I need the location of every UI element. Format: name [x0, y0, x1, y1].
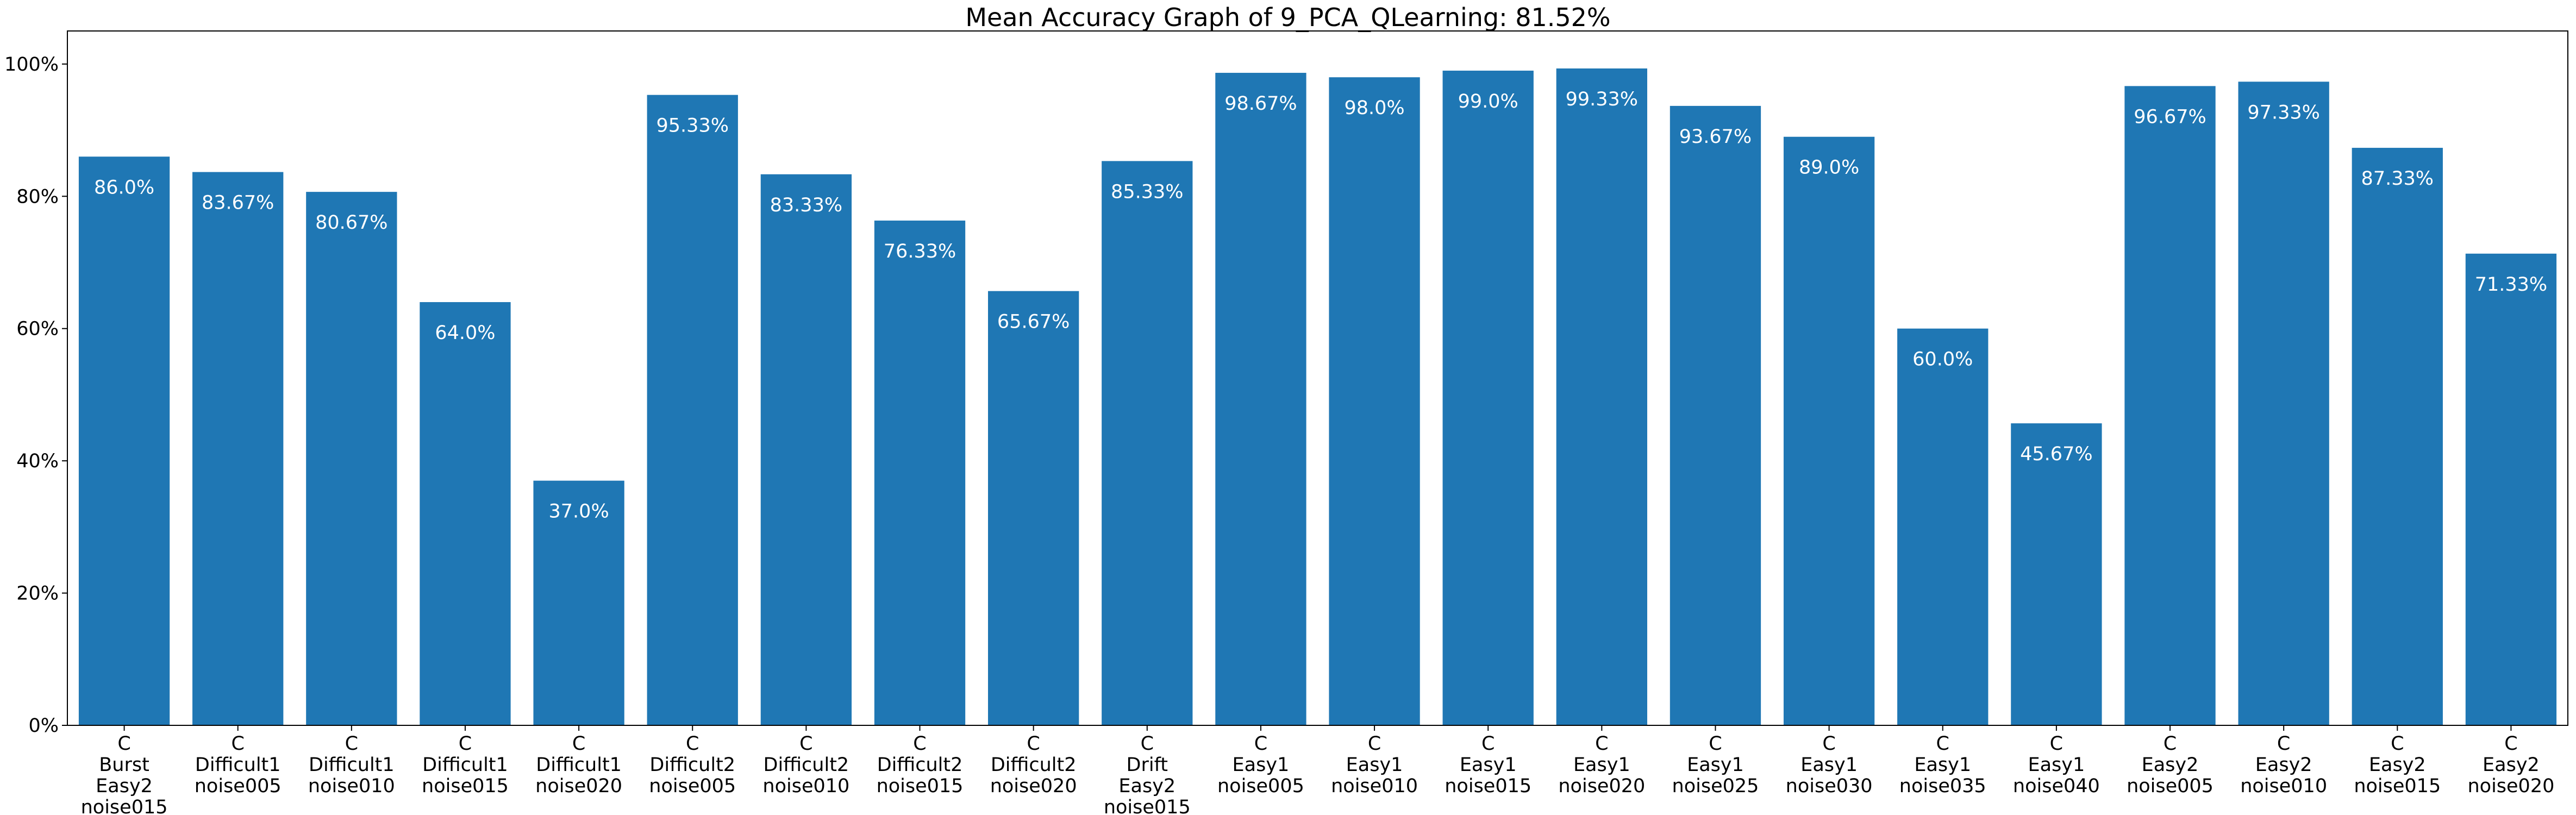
- data-label: 64.0%: [435, 322, 495, 344]
- x-tick-label: C Burst Easy2 noise015: [81, 733, 168, 815]
- bar: [2124, 86, 2216, 726]
- x-tick-label: C Difficult1 noise005: [195, 733, 282, 797]
- data-labels-group: 86.0% 83.67% 80.67% 64.0% 37.0% 95.33% 83.33% 7…: [94, 89, 2547, 523]
- data-label: 80.67%: [315, 212, 387, 234]
- x-tick-label: C Easy1 noise010: [1331, 733, 1418, 797]
- data-label: 45.67%: [2020, 443, 2092, 465]
- x-tick-label: C Easy2 noise005: [2127, 733, 2214, 797]
- bar: [2011, 423, 2102, 725]
- y-axis: 0% 20% 40% 60% 80% 100%: [4, 54, 67, 737]
- bar: [988, 291, 1079, 725]
- bar: [1556, 68, 1647, 726]
- data-label: 97.33%: [2247, 102, 2319, 123]
- x-tick-label: C Difficult2 noise020: [990, 733, 1077, 797]
- x-tick-label: C Difficult1 noise010: [308, 733, 395, 797]
- data-label: 93.67%: [1679, 126, 1752, 148]
- bar: [1670, 105, 1761, 725]
- x-tick-label: C Difficult1 noise015: [422, 733, 509, 797]
- x-tick-label: C Easy1 noise020: [1558, 733, 1645, 797]
- data-label: 65.67%: [997, 311, 1070, 333]
- x-tick-label: C Drift Easy2 noise015: [1104, 733, 1191, 815]
- data-label: 99.0%: [1458, 91, 1518, 112]
- plot-frame: [67, 30, 2568, 726]
- data-label: 71.33%: [2475, 274, 2547, 296]
- bar: [1783, 136, 1875, 725]
- y-tick-label: 60%: [16, 318, 59, 340]
- y-tick-label: 100%: [4, 54, 59, 76]
- data-label: 85.33%: [1111, 181, 1183, 203]
- data-label: 76.33%: [884, 241, 956, 262]
- data-label: 60.0%: [1912, 349, 1973, 371]
- bar: [2238, 82, 2329, 725]
- bar: [1102, 161, 1193, 725]
- x-tick-label: C Difficult1 noise020: [535, 733, 622, 797]
- data-label: 99.33%: [1566, 89, 1638, 110]
- x-tick-label: C Easy2 noise020: [2467, 733, 2554, 797]
- x-tick-label: C Easy1 noise040: [2013, 733, 2100, 797]
- x-tick-label: C Difficult2 noise015: [877, 733, 964, 797]
- x-tick-label: C Easy1 noise015: [1445, 733, 1531, 797]
- bars-group: [78, 68, 2557, 726]
- x-tick-label: C Easy1 noise025: [1672, 733, 1759, 797]
- bar: [647, 95, 738, 725]
- data-label: 37.0%: [549, 501, 609, 523]
- bar: [874, 220, 966, 726]
- bar: [2465, 253, 2557, 725]
- y-tick-label: 40%: [16, 450, 59, 472]
- bar: [1442, 71, 1534, 725]
- data-label: 95.33%: [656, 115, 729, 137]
- x-tick-label: C Easy2 noise015: [2354, 733, 2441, 797]
- data-label: 89.0%: [1799, 157, 1859, 179]
- x-axis: C Burst Easy2 noise015 C Difficult1 noise005 C D…: [81, 725, 2554, 815]
- x-tick-label: C Easy1 noise005: [1217, 733, 1304, 797]
- x-tick-label: C Difficult2 noise005: [649, 733, 736, 797]
- bar: [420, 302, 511, 725]
- data-label: 98.0%: [1344, 97, 1404, 119]
- bar: [2352, 148, 2443, 726]
- bar: [192, 172, 284, 725]
- bar: [1329, 77, 1420, 726]
- bar: [78, 156, 170, 726]
- data-label: 83.33%: [770, 195, 842, 216]
- y-tick-label: 80%: [16, 186, 59, 208]
- data-label: 86.0%: [94, 177, 154, 198]
- chart-title: Mean Accuracy Graph of 9_PCA_QLearning: …: [965, 3, 1610, 32]
- bar: [533, 480, 624, 725]
- bar: [1215, 73, 1306, 725]
- data-label: 83.67%: [202, 192, 274, 214]
- data-label: 98.67%: [1224, 93, 1297, 115]
- data-label: 87.33%: [2361, 168, 2434, 190]
- bar: [1897, 328, 1989, 725]
- y-tick-label: 20%: [16, 583, 59, 605]
- y-tick-label: 0%: [28, 715, 59, 737]
- data-label: 96.67%: [2134, 106, 2206, 128]
- x-tick-label: C Easy1 noise030: [1786, 733, 1873, 797]
- bar: [306, 192, 397, 725]
- x-tick-label: C Difficult2 noise010: [762, 733, 849, 797]
- bar: [760, 174, 852, 725]
- x-tick-label: C Easy2 noise010: [2240, 733, 2327, 797]
- x-tick-label: C Easy1 noise035: [1899, 733, 1986, 797]
